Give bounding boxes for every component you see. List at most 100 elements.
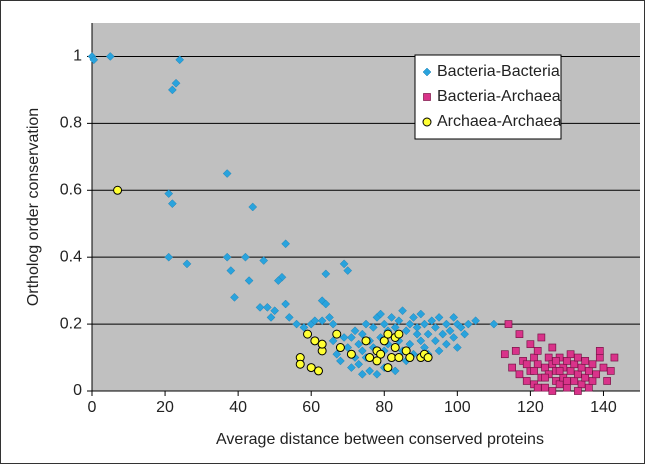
x-tick-label: 100 bbox=[444, 399, 471, 416]
point bbox=[456, 323, 466, 332]
x-tick-label: 120 bbox=[517, 399, 544, 416]
point bbox=[383, 329, 393, 339]
point bbox=[555, 367, 564, 375]
point bbox=[89, 55, 99, 65]
point bbox=[390, 343, 400, 353]
point bbox=[555, 380, 564, 389]
y-tick-label: 0.2 bbox=[60, 315, 82, 332]
point bbox=[431, 323, 440, 332]
point bbox=[222, 252, 232, 262]
point bbox=[241, 252, 250, 262]
point bbox=[606, 367, 615, 375]
point bbox=[401, 326, 411, 336]
point bbox=[610, 353, 619, 362]
point bbox=[281, 239, 290, 249]
point bbox=[310, 336, 320, 346]
point bbox=[222, 169, 232, 178]
point bbox=[266, 313, 276, 322]
point bbox=[574, 353, 582, 362]
point bbox=[321, 299, 331, 309]
point bbox=[336, 356, 345, 366]
point bbox=[581, 373, 590, 382]
point bbox=[563, 377, 571, 385]
point bbox=[416, 309, 426, 319]
x-tick-label: 60 bbox=[302, 399, 320, 416]
point bbox=[357, 369, 367, 379]
point bbox=[398, 306, 407, 316]
y-tick-label: 0.4 bbox=[60, 248, 82, 265]
point bbox=[248, 202, 258, 212]
point bbox=[588, 377, 597, 385]
point bbox=[164, 189, 174, 198]
point bbox=[526, 340, 535, 349]
point bbox=[592, 370, 601, 379]
point bbox=[394, 316, 404, 326]
point bbox=[379, 319, 389, 329]
point bbox=[390, 323, 400, 332]
point bbox=[533, 360, 542, 369]
point bbox=[533, 347, 542, 355]
point bbox=[563, 383, 571, 392]
y-tick-label: 0.6 bbox=[60, 181, 82, 198]
point bbox=[379, 336, 389, 346]
point bbox=[328, 319, 338, 329]
point bbox=[390, 366, 400, 376]
point bbox=[530, 367, 538, 375]
point bbox=[442, 339, 451, 349]
x-tick-label: 40 bbox=[229, 399, 247, 416]
point bbox=[387, 313, 396, 322]
point bbox=[376, 349, 386, 359]
point bbox=[314, 366, 324, 376]
point bbox=[263, 303, 272, 312]
point bbox=[595, 353, 604, 362]
point bbox=[515, 330, 524, 338]
point bbox=[541, 363, 549, 372]
point bbox=[292, 319, 301, 329]
point bbox=[449, 313, 459, 322]
point bbox=[328, 336, 338, 346]
point bbox=[515, 370, 524, 379]
point bbox=[588, 360, 597, 369]
point bbox=[361, 319, 371, 329]
point bbox=[471, 316, 480, 326]
point bbox=[113, 185, 123, 195]
point bbox=[537, 333, 546, 342]
point bbox=[431, 336, 440, 346]
point bbox=[566, 367, 575, 375]
legend-marker bbox=[422, 117, 432, 127]
y-tick-label: 0.8 bbox=[60, 115, 82, 132]
point bbox=[281, 299, 290, 309]
point bbox=[394, 353, 404, 363]
point bbox=[244, 276, 254, 285]
point bbox=[321, 269, 331, 279]
point bbox=[463, 319, 473, 329]
point bbox=[599, 363, 608, 372]
point bbox=[168, 199, 177, 209]
x-axis-label: Average distance between conserved prote… bbox=[216, 431, 544, 448]
point bbox=[226, 266, 236, 275]
x-tick-label: 20 bbox=[156, 399, 174, 416]
point bbox=[434, 313, 444, 322]
point bbox=[273, 276, 283, 285]
point bbox=[522, 377, 531, 385]
point bbox=[350, 326, 360, 336]
point bbox=[394, 329, 404, 339]
point bbox=[303, 329, 313, 339]
point bbox=[365, 353, 375, 363]
point bbox=[563, 357, 571, 365]
point bbox=[317, 316, 327, 326]
legend-box bbox=[414, 54, 562, 140]
point bbox=[270, 306, 280, 316]
point bbox=[405, 319, 415, 329]
point bbox=[409, 313, 418, 322]
point bbox=[168, 85, 177, 95]
point bbox=[595, 347, 604, 355]
point bbox=[354, 339, 364, 349]
y-tick-label: 0 bbox=[73, 382, 82, 399]
point bbox=[332, 329, 342, 339]
point bbox=[452, 343, 462, 352]
point bbox=[357, 329, 367, 339]
point bbox=[361, 336, 371, 346]
point bbox=[310, 316, 320, 326]
point bbox=[175, 55, 185, 65]
